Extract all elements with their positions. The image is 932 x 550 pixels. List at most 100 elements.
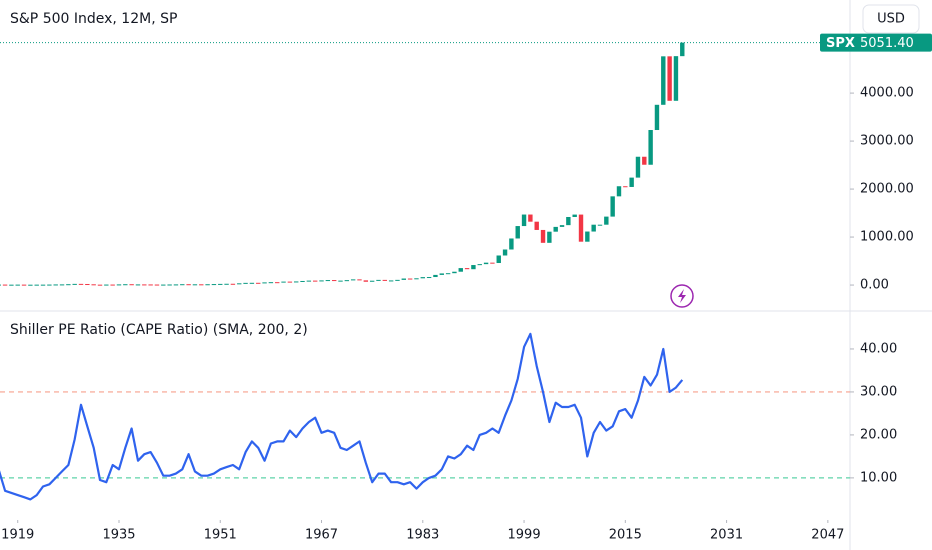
candle — [414, 278, 419, 280]
candle — [547, 231, 552, 243]
candle — [275, 282, 280, 284]
candle — [464, 268, 470, 270]
candle — [237, 283, 242, 285]
candle — [230, 283, 236, 285]
candle — [420, 277, 425, 279]
candle — [369, 280, 375, 282]
candle — [509, 238, 514, 250]
currency-button[interactable] — [862, 4, 920, 34]
x-tick-label: 2031 — [710, 528, 743, 543]
y-tick-label: 40.00 — [860, 341, 897, 356]
candle — [186, 284, 191, 286]
candle — [224, 283, 229, 285]
candle — [161, 284, 166, 286]
candle — [287, 281, 293, 283]
candle — [218, 283, 223, 285]
candle — [445, 273, 451, 275]
x-tick-label: 1935 — [102, 528, 135, 543]
candle — [566, 216, 571, 226]
candle — [350, 279, 356, 281]
candle — [300, 280, 305, 282]
y-tick-label: 0.00 — [860, 278, 889, 293]
candle — [110, 284, 115, 286]
cape-line — [0, 332, 684, 501]
candle — [540, 229, 546, 243]
alert-bolt[interactable] — [678, 289, 686, 303]
x-tick-label: 2015 — [609, 528, 642, 543]
y-tick-label: 20.00 — [860, 427, 897, 442]
candle — [59, 284, 65, 286]
candle — [148, 284, 153, 286]
candle — [629, 177, 634, 187]
candle — [483, 262, 489, 265]
candle — [477, 264, 482, 266]
x-tick-label: 1951 — [204, 528, 237, 543]
candle — [116, 284, 122, 286]
candle — [312, 280, 318, 282]
candle — [154, 284, 160, 286]
alert-icon[interactable] — [670, 284, 694, 308]
candle — [9, 284, 14, 286]
symbol-label: SPX — [826, 36, 855, 51]
candle — [604, 216, 609, 225]
candle — [553, 226, 558, 232]
candle — [256, 282, 261, 284]
y-tick-label: 1000.00 — [860, 230, 914, 245]
candle — [344, 280, 350, 282]
candle — [97, 284, 103, 286]
indicator-title: Shiller PE Ratio (CAPE Ratio) (SMA, 200,… — [10, 322, 308, 338]
alert-circle[interactable] — [670, 284, 694, 308]
candle — [72, 283, 77, 285]
candle — [616, 186, 622, 197]
candle — [654, 104, 660, 131]
candle — [0, 284, 1, 286]
candle — [661, 56, 666, 105]
candle — [395, 279, 400, 281]
candle — [199, 284, 204, 286]
x-tick-label: 1999 — [508, 528, 541, 543]
candle — [376, 279, 381, 281]
candle — [623, 186, 628, 188]
y-tick-label: 10.00 — [860, 470, 897, 485]
candle — [142, 284, 147, 286]
candle — [382, 279, 388, 281]
candle — [180, 284, 185, 286]
candle — [192, 284, 198, 286]
last-price-label: 5051.40 — [860, 36, 914, 51]
candle — [458, 268, 463, 272]
candle — [610, 196, 615, 217]
chart-title: S&P 500 Index, 12M, SP — [10, 11, 177, 27]
x-tick-label: 1919 — [1, 528, 34, 543]
candle — [667, 56, 672, 101]
candle — [66, 284, 71, 286]
candle — [173, 284, 179, 286]
candle — [135, 284, 141, 286]
candle — [578, 214, 584, 242]
candle — [407, 278, 413, 280]
candle — [496, 255, 501, 264]
candle — [433, 274, 438, 278]
candle — [21, 284, 27, 286]
candle — [325, 280, 331, 282]
candle — [502, 249, 508, 256]
x-tick-label: 1983 — [406, 528, 439, 543]
x-tick-label: 1967 — [305, 528, 338, 543]
candle — [534, 221, 539, 230]
candle — [53, 284, 58, 286]
candle — [28, 284, 33, 286]
y-tick-label: 30.00 — [860, 384, 897, 399]
x-tick-label: 2047 — [811, 528, 844, 543]
candle — [439, 273, 444, 275]
candle — [357, 279, 362, 281]
candle — [363, 280, 369, 282]
candle — [91, 284, 96, 286]
y-tick-label: 2000.00 — [860, 182, 914, 197]
y-tick-label: 3000.00 — [860, 134, 914, 149]
candle — [490, 262, 495, 264]
currency-label[interactable]: USD — [877, 12, 905, 27]
candle — [85, 284, 90, 286]
candle — [306, 280, 312, 282]
candle — [426, 277, 432, 279]
